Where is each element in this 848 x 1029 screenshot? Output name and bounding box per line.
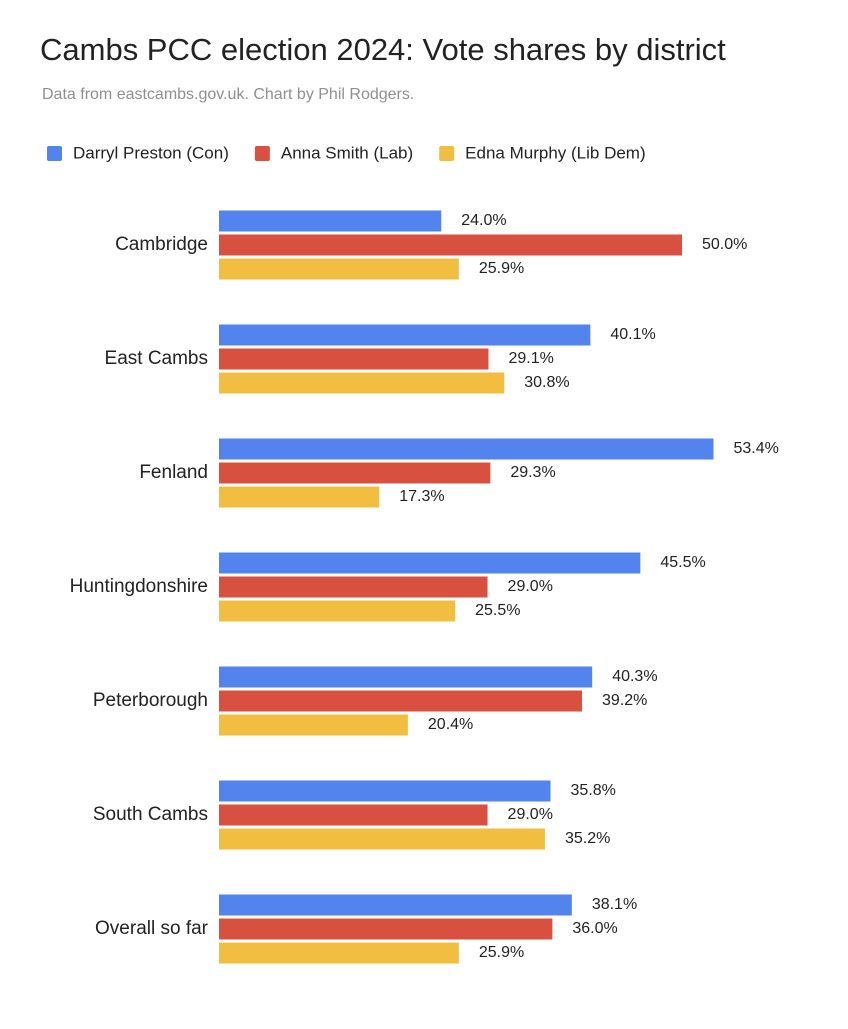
- value-label: 53.4%: [734, 440, 779, 457]
- bar: [219, 828, 545, 850]
- value-label: 17.3%: [399, 488, 444, 505]
- bar: [219, 258, 459, 280]
- category-label: East Cambs: [105, 348, 208, 369]
- value-label: 20.4%: [428, 716, 473, 733]
- bar: [219, 372, 505, 394]
- value-label: 39.2%: [602, 692, 647, 709]
- category-label: Fenland: [139, 462, 208, 483]
- bar: [219, 462, 491, 484]
- value-label: 30.8%: [524, 374, 569, 391]
- bar: [219, 348, 489, 370]
- bar: [219, 666, 593, 688]
- category-label: Overall so far: [95, 918, 209, 939]
- category-label: South Cambs: [93, 804, 208, 825]
- bar: [219, 942, 459, 964]
- value-label: 35.8%: [571, 782, 616, 799]
- value-label: 29.3%: [510, 464, 555, 481]
- value-label: 25.9%: [479, 260, 524, 277]
- value-label: 36.0%: [572, 920, 617, 937]
- value-label: 24.0%: [461, 212, 506, 229]
- legend-swatch: [439, 146, 455, 161]
- legend-swatch: [254, 146, 270, 161]
- bar: [219, 894, 572, 916]
- value-label: 40.1%: [610, 326, 655, 343]
- bar: [219, 600, 456, 622]
- value-label: 50.0%: [702, 236, 747, 253]
- bar: [219, 780, 551, 802]
- bar: [219, 714, 408, 736]
- value-label: 38.1%: [592, 896, 637, 913]
- bar: [219, 234, 683, 256]
- value-label: 25.9%: [479, 944, 524, 961]
- legend-swatch: [47, 146, 62, 161]
- category-label: Huntingdonshire: [70, 576, 208, 597]
- legend-label: Edna Murphy (Lib Dem): [465, 143, 645, 162]
- category-label: Peterborough: [93, 690, 208, 711]
- bar: [219, 438, 714, 460]
- value-label: 25.5%: [475, 602, 520, 619]
- value-label: 35.2%: [565, 830, 610, 847]
- bar: [219, 210, 442, 232]
- legend-label: Darryl Preston (Con): [73, 143, 229, 162]
- value-label: 29.0%: [508, 806, 553, 823]
- value-label: 29.0%: [508, 578, 553, 595]
- bar: [219, 552, 641, 574]
- bar: [219, 486, 380, 508]
- value-label: 29.1%: [508, 350, 553, 367]
- chart-title: Cambs PCC election 2024: Vote shares by …: [40, 32, 726, 67]
- bar: [219, 918, 553, 940]
- chart-subtitle: Data from eastcambs.gov.uk. Chart by Phi…: [42, 86, 414, 103]
- category-label: Cambridge: [115, 234, 208, 255]
- bar: [219, 576, 488, 598]
- legend-label: Anna Smith (Lab): [281, 143, 413, 162]
- bar: [219, 324, 591, 346]
- bar: [219, 804, 488, 826]
- value-label: 40.3%: [612, 668, 657, 685]
- bar: [219, 690, 583, 712]
- value-label: 45.5%: [660, 554, 705, 571]
